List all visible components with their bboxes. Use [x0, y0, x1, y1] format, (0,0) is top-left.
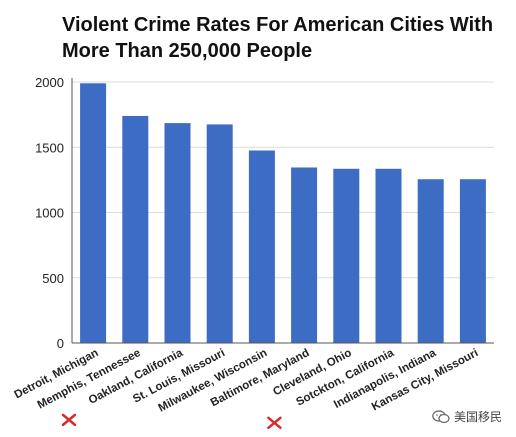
chart-title: Violent Crime Rates For American Cities …: [62, 14, 494, 62]
y-tick-label: 0: [57, 336, 64, 351]
y-tick-label: 1500: [35, 140, 64, 155]
bar: [333, 168, 360, 343]
bar: [206, 124, 233, 343]
bars: [80, 83, 486, 344]
y-tick-label: 500: [42, 271, 64, 286]
watermark-text: 美国移民: [453, 410, 502, 424]
y-tick-labels: 0 500 1000 1500 2000: [35, 75, 64, 351]
red-cross-marker: [267, 416, 282, 430]
bar: [164, 123, 191, 343]
wechat-logo-icon: [432, 409, 450, 423]
y-tick-label: 1000: [35, 206, 64, 221]
bar: [248, 150, 275, 343]
bar: [417, 179, 444, 343]
bar: [459, 179, 486, 343]
red-cross-marker: [61, 413, 77, 427]
bar: [80, 83, 107, 344]
axes: [71, 78, 494, 344]
markers: [61, 413, 282, 430]
y-tick-label: 2000: [35, 75, 64, 90]
bar: [291, 167, 318, 343]
bar: [122, 115, 149, 344]
watermark: 美国移民: [432, 408, 502, 425]
bar: [375, 168, 402, 343]
